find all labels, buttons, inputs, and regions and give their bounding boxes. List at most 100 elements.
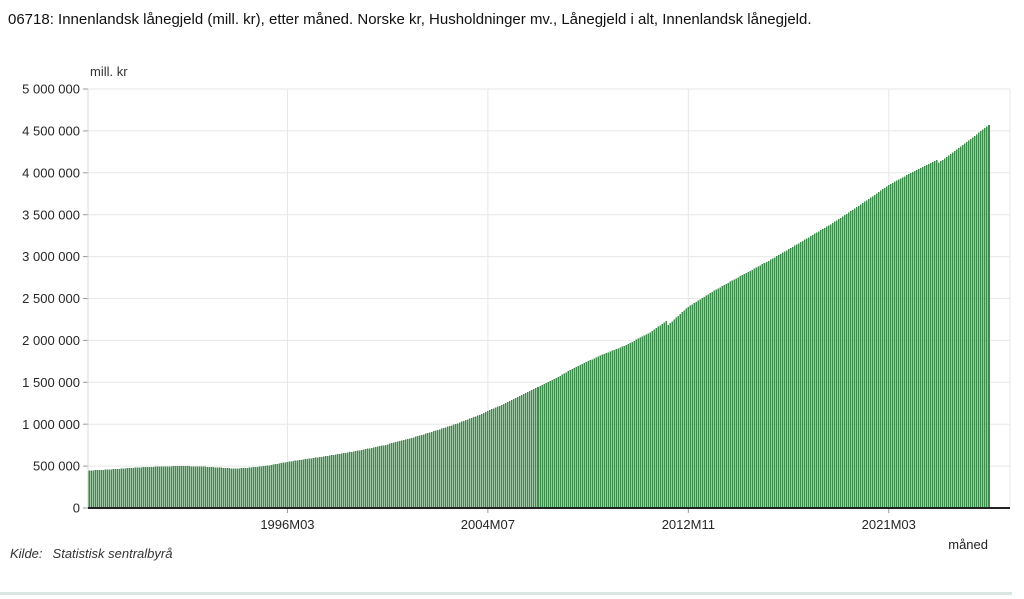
chart-bar[interactable] [158, 466, 160, 508]
chart-bar[interactable] [657, 326, 660, 508]
chart-bar[interactable] [200, 466, 203, 508]
chart-bar[interactable] [880, 190, 882, 508]
chart-bar[interactable] [272, 464, 275, 508]
chart-bar[interactable] [547, 382, 549, 508]
chart-bar[interactable] [188, 466, 190, 508]
chart-bar[interactable] [190, 466, 192, 508]
chart-bar[interactable] [553, 379, 555, 508]
chart-bar[interactable] [908, 174, 910, 508]
chart-bar[interactable] [170, 466, 172, 508]
chart-bar[interactable] [845, 213, 848, 508]
chart-bar[interactable] [240, 468, 243, 508]
chart-bar[interactable] [128, 468, 130, 508]
chart-bar[interactable] [96, 470, 98, 508]
chart-bar[interactable] [90, 470, 92, 508]
chart-bar[interactable] [236, 468, 239, 508]
chart-bar[interactable] [218, 467, 221, 508]
chart-bar[interactable] [457, 423, 459, 508]
chart-bar[interactable] [711, 291, 714, 508]
chart-bar[interactable] [252, 467, 255, 508]
chart-bar[interactable] [521, 394, 523, 508]
chart-bar[interactable] [398, 441, 401, 508]
chart-bar[interactable] [559, 375, 561, 508]
chart-bar[interactable] [406, 439, 409, 508]
chart-bar[interactable] [755, 267, 758, 508]
chart-bar[interactable] [621, 346, 623, 508]
chart-bar[interactable] [523, 393, 525, 508]
chart-bar[interactable] [986, 126, 988, 509]
chart-bar[interactable] [785, 250, 788, 508]
chart-bar[interactable] [342, 453, 345, 508]
chart-bar[interactable] [232, 468, 235, 508]
chart-bar[interactable] [408, 438, 411, 508]
chart-bar[interactable] [661, 323, 664, 508]
chart-bar[interactable] [625, 344, 627, 508]
chart-bar[interactable] [112, 469, 114, 508]
chart-bar[interactable] [495, 407, 497, 508]
chart-bar[interactable] [322, 456, 325, 508]
chart-bar[interactable] [382, 445, 385, 508]
chart-bar[interactable] [577, 365, 579, 508]
chart-bar[interactable] [134, 467, 136, 508]
chart-bar[interactable] [354, 451, 357, 508]
chart-bar[interactable] [673, 319, 676, 508]
chart-bar[interactable] [531, 390, 533, 508]
chart-bar[interactable] [589, 360, 591, 508]
chart-bar[interactable] [340, 453, 343, 508]
chart-bar[interactable] [875, 193, 878, 508]
chart-bar[interactable] [914, 170, 916, 508]
chart-bar[interactable] [741, 275, 744, 508]
chart-bar[interactable] [659, 325, 662, 508]
chart-bar[interactable] [713, 290, 716, 508]
chart-bar[interactable] [138, 467, 140, 508]
chart-bar[interactable] [392, 442, 395, 508]
chart-bar[interactable] [130, 467, 132, 508]
chart-bar[interactable] [527, 391, 529, 508]
chart-bar[interactable] [132, 467, 134, 508]
chart-bar[interactable] [753, 268, 756, 508]
chart-bar[interactable] [519, 395, 521, 508]
chart-bar[interactable] [805, 238, 808, 508]
chart-bar[interactable] [847, 212, 850, 509]
chart-bar[interactable] [513, 399, 515, 508]
chart-bar[interactable] [691, 304, 694, 508]
chart-bar[interactable] [344, 452, 347, 508]
chart-bar[interactable] [962, 144, 964, 508]
chart-bar[interactable] [310, 458, 313, 508]
chart-bar[interactable] [651, 330, 654, 508]
chart-bar[interactable] [839, 217, 842, 508]
chart-bar[interactable] [717, 288, 720, 508]
chart-bar[interactable] [615, 349, 617, 508]
chart-bar[interactable] [465, 420, 467, 508]
chart-bar[interactable] [930, 162, 932, 508]
chart-bar[interactable] [980, 131, 982, 508]
chart-bar[interactable] [116, 468, 118, 508]
chart-bar[interactable] [807, 237, 810, 509]
chart-bar[interactable] [671, 321, 674, 508]
chart-bar[interactable] [435, 430, 437, 508]
chart-bar[interactable] [467, 419, 469, 508]
chart-bar[interactable] [178, 466, 180, 508]
chart-bar[interactable] [853, 208, 856, 509]
chart-bar[interactable] [248, 467, 251, 508]
chart-bar[interactable] [896, 180, 898, 509]
chart-bar[interactable] [944, 158, 946, 508]
chart-bar[interactable] [290, 461, 293, 508]
chart-bar[interactable] [124, 468, 126, 508]
chart-bar[interactable] [733, 279, 736, 508]
chart-bar[interactable] [180, 466, 182, 508]
chart-bar[interactable] [769, 259, 772, 508]
chart-bar[interactable] [140, 467, 142, 508]
chart-bar[interactable] [104, 469, 106, 508]
chart-bar[interactable] [613, 349, 615, 508]
chart-bar[interactable] [583, 363, 585, 508]
chart-bar[interactable] [942, 159, 944, 508]
chart-bar[interactable] [777, 255, 780, 508]
chart-bar[interactable] [182, 466, 184, 508]
chart-bar[interactable] [871, 196, 874, 508]
chart-bar[interactable] [114, 469, 116, 508]
chart-bar[interactable] [922, 166, 924, 508]
chart-bar[interactable] [958, 147, 960, 508]
chart-bar[interactable] [543, 384, 545, 508]
chart-bar[interactable] [206, 466, 209, 508]
